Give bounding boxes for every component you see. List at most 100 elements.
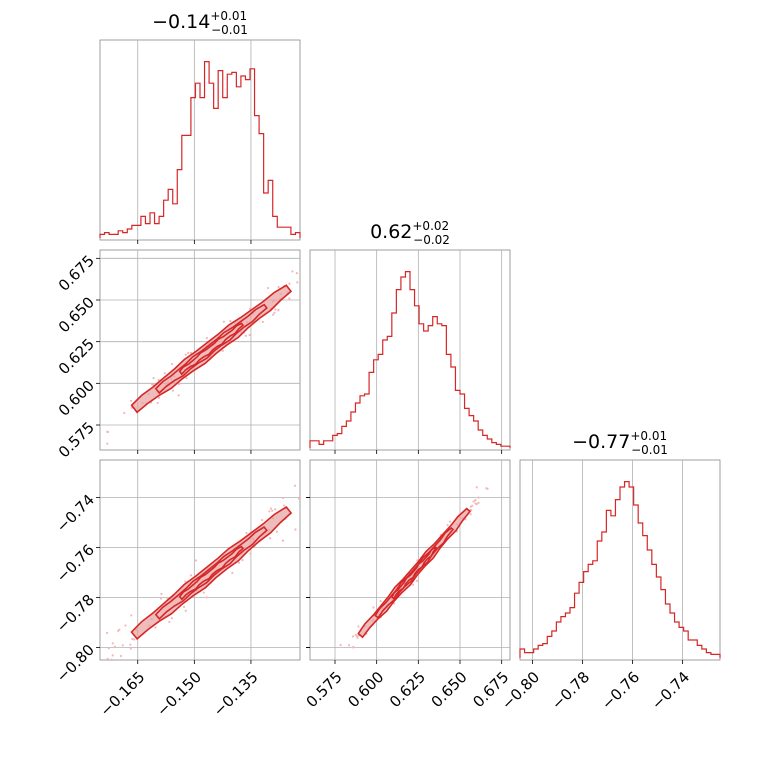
sample-point bbox=[261, 320, 265, 323]
histogram-panel-0: −0.14+0.01 −0.01 bbox=[99, 9, 301, 244]
sample-point bbox=[152, 377, 155, 380]
title-median: −0.77 bbox=[572, 431, 630, 453]
y-tick-label: −0.76 bbox=[53, 541, 98, 586]
sample-point bbox=[274, 508, 277, 511]
sample-point bbox=[244, 334, 247, 337]
sample-point bbox=[288, 297, 291, 300]
y-tick-label: −0.78 bbox=[53, 591, 98, 636]
sample-point bbox=[268, 537, 272, 540]
sample-point bbox=[355, 634, 358, 638]
y-tick-label: −0.80 bbox=[53, 641, 98, 686]
sample-point bbox=[379, 600, 382, 603]
sample-point bbox=[477, 496, 480, 499]
sample-point bbox=[282, 496, 285, 500]
x-tick-label: −0.76 bbox=[598, 668, 643, 713]
sample-point bbox=[229, 319, 232, 323]
sample-point bbox=[182, 605, 186, 609]
y-tick-label: 0.600 bbox=[55, 377, 98, 420]
sample-point bbox=[157, 378, 160, 382]
sample-point bbox=[106, 430, 110, 434]
sample-point bbox=[184, 609, 187, 612]
sample-point bbox=[241, 559, 244, 562]
y-tick-label: 0.650 bbox=[55, 293, 98, 336]
sample-point bbox=[168, 620, 171, 624]
pair-content bbox=[105, 484, 310, 663]
sample-point bbox=[357, 625, 360, 628]
sample-point bbox=[341, 670, 343, 672]
sample-point bbox=[470, 508, 473, 512]
sample-point bbox=[273, 311, 276, 314]
sample-point bbox=[160, 592, 163, 596]
sample-point bbox=[110, 661, 112, 663]
sample-point bbox=[123, 411, 126, 415]
sample-point bbox=[110, 658, 113, 660]
x-tick-label: 0.650 bbox=[428, 668, 471, 711]
panel-title: −0.77+0.01 −0.01 bbox=[572, 429, 668, 457]
contour-outer bbox=[130, 505, 293, 641]
sample-point bbox=[304, 263, 306, 265]
sample-point bbox=[294, 528, 297, 531]
sample-point bbox=[189, 574, 193, 577]
sample-point bbox=[187, 351, 190, 355]
title-median: 0.62 bbox=[370, 221, 412, 243]
sample-point bbox=[297, 497, 300, 500]
sample-point bbox=[356, 636, 359, 639]
sample-point bbox=[177, 394, 180, 397]
sample-point bbox=[281, 539, 285, 542]
contour-fill bbox=[358, 508, 470, 638]
sample-point bbox=[202, 591, 205, 594]
sample-point bbox=[119, 654, 123, 658]
sample-point bbox=[341, 662, 343, 664]
sample-point bbox=[105, 631, 109, 635]
sample-point bbox=[151, 383, 154, 386]
x-tick-label: −0.74 bbox=[648, 668, 693, 713]
sample-point bbox=[277, 285, 280, 289]
sample-point bbox=[222, 320, 225, 323]
sample-point bbox=[130, 614, 133, 617]
sample-point bbox=[351, 646, 355, 649]
sample-point bbox=[163, 372, 166, 375]
sample-point bbox=[118, 628, 121, 631]
sample-point bbox=[107, 647, 110, 650]
sample-point bbox=[275, 530, 279, 533]
sample-point bbox=[156, 401, 159, 405]
sample-point bbox=[124, 624, 127, 627]
sample-point bbox=[185, 377, 188, 380]
axes-frame bbox=[99, 39, 301, 241]
sample-point bbox=[277, 309, 280, 312]
title-err-minus: −0.01 bbox=[631, 443, 668, 457]
sample-point bbox=[416, 559, 419, 562]
sample-point bbox=[231, 571, 234, 574]
sample-point bbox=[245, 531, 248, 535]
sample-point bbox=[291, 270, 294, 273]
sample-point bbox=[411, 583, 415, 586]
sample-point bbox=[295, 272, 298, 275]
contour-outer bbox=[357, 507, 472, 639]
sample-point bbox=[446, 524, 449, 527]
sample-point bbox=[283, 504, 286, 507]
sample-point bbox=[248, 333, 251, 337]
sample-point bbox=[348, 644, 351, 647]
sample-point bbox=[288, 282, 291, 285]
sample-point bbox=[129, 399, 133, 402]
sample-point bbox=[221, 349, 224, 352]
sample-point bbox=[129, 647, 132, 650]
sample-point bbox=[296, 281, 299, 284]
sample-point bbox=[305, 266, 307, 268]
sample-point bbox=[308, 503, 310, 505]
sample-point bbox=[113, 645, 117, 648]
sample-point bbox=[300, 513, 302, 515]
sample-point bbox=[177, 383, 180, 386]
sample-point bbox=[111, 642, 114, 645]
sample-point bbox=[189, 351, 193, 354]
sample-point bbox=[415, 579, 419, 582]
sample-point bbox=[302, 494, 304, 496]
sample-point bbox=[184, 580, 187, 583]
sample-point bbox=[293, 484, 297, 487]
contour-inner bbox=[154, 526, 268, 620]
pair-panel-1-2 bbox=[306, 459, 511, 672]
axes-frame bbox=[309, 459, 511, 661]
contour-core bbox=[390, 546, 438, 600]
sample-point bbox=[339, 644, 342, 647]
pair-content bbox=[106, 263, 307, 445]
